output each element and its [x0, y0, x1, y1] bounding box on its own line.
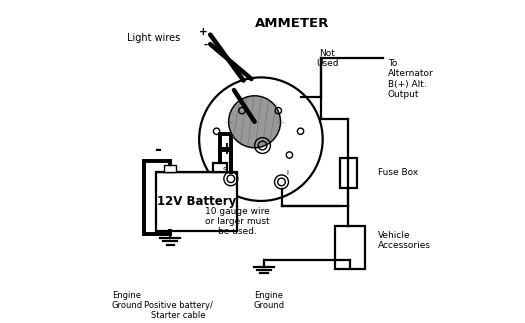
- Text: I: I: [286, 170, 288, 176]
- Text: Vehicle
Accessories: Vehicle Accessories: [378, 231, 431, 250]
- Bar: [335, 226, 365, 269]
- Bar: [156, 172, 237, 231]
- Text: Not
Used: Not Used: [316, 49, 339, 68]
- Text: Fuse Box: Fuse Box: [378, 168, 418, 177]
- Bar: [340, 158, 356, 188]
- Text: +: +: [219, 140, 233, 158]
- Bar: [213, 163, 227, 172]
- Text: S: S: [223, 167, 227, 173]
- Text: 12V Battery: 12V Battery: [157, 195, 236, 208]
- Text: 10 gauge wire
or larger must
be used.: 10 gauge wire or larger must be used.: [205, 207, 269, 236]
- Circle shape: [229, 96, 280, 148]
- Text: -: -: [204, 40, 208, 50]
- Text: +: +: [200, 27, 208, 37]
- Text: Engine
Ground: Engine Ground: [253, 291, 285, 310]
- Text: Positive battery/
Starter cable: Positive battery/ Starter cable: [144, 300, 213, 320]
- Text: To
Alternator
B(+) Alt.
Output: To Alternator B(+) Alt. Output: [387, 59, 433, 99]
- Text: Engine
Ground: Engine Ground: [111, 291, 142, 310]
- Bar: [164, 164, 176, 172]
- Text: Light wires: Light wires: [127, 33, 180, 43]
- Text: -: -: [154, 141, 161, 159]
- Text: AMMETER: AMMETER: [255, 17, 330, 30]
